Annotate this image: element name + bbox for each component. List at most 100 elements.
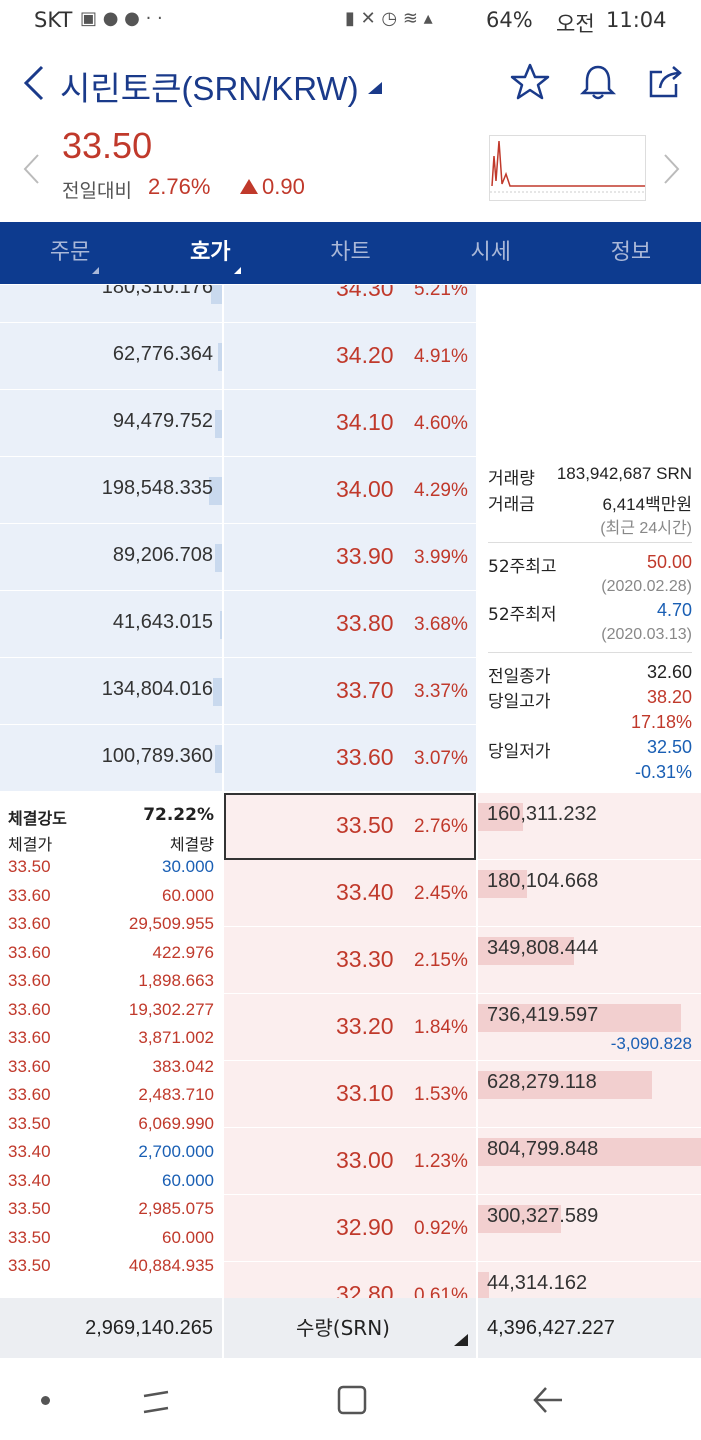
bid-price-cell[interactable]: 33.40 2.45% — [224, 860, 476, 927]
ask-volume-bar — [215, 544, 222, 572]
ask-row[interactable]: 94,479.752 34.10 4.60% — [0, 390, 476, 457]
trade-history[interactable]: 체결강도 72.22% 체결가 체결량 33.50 30.000 33.60 60.000… — [0, 795, 222, 1295]
bid-price: 32.90 — [336, 1214, 394, 1240]
divider — [476, 1298, 478, 1358]
bid-row[interactable]: 33.10 1.53% 628,279.118 — [224, 1061, 701, 1128]
mini-chart[interactable] — [489, 135, 646, 201]
ask-qty-cell[interactable]: 134,804.016 — [0, 658, 222, 725]
order-book[interactable]: 180,310.176 34.30 5.21% 62,776.364 34.20 4.91… — [0, 285, 701, 1298]
ask-price-cell[interactable]: 33.90 3.99% — [224, 524, 476, 591]
ask-price-cell[interactable]: 34.00 4.29% — [224, 457, 476, 524]
bid-price-cell[interactable]: 33.20 1.84% — [224, 994, 476, 1061]
unit-selector[interactable]: 수량(SRN) — [296, 1316, 390, 1340]
share-icon[interactable] — [646, 62, 686, 102]
ask-row[interactable]: 180,310.176 34.30 5.21% — [0, 285, 476, 323]
title-dropdown-icon[interactable] — [368, 82, 382, 94]
volume-value: 183,942,687 SRN — [556, 464, 692, 483]
ask-price-cell[interactable]: 33.60 3.07% — [224, 725, 476, 792]
ask-row[interactable]: 89,206.708 33.90 3.99% — [0, 524, 476, 591]
ask-volume-bar — [220, 611, 222, 639]
bid-row[interactable]: 33.30 2.15% 349,808.444 — [224, 927, 701, 994]
next-coin-chevron-icon[interactable] — [663, 153, 681, 185]
bid-row[interactable]: 33.20 1.84% 736,419.597 -3,090.828 — [224, 994, 701, 1061]
ask-row[interactable]: 134,804.016 33.70 3.37% — [0, 658, 476, 725]
ask-row[interactable]: 198,548.335 34.00 4.29% — [0, 457, 476, 524]
bid-qty-cell[interactable]: 736,419.597 -3,090.828 — [478, 994, 701, 1061]
bid-price-cell[interactable]: 33.10 1.53% — [224, 1061, 476, 1128]
alarm-bell-icon[interactable] — [578, 62, 618, 102]
ask-qty-cell[interactable]: 89,206.708 — [0, 524, 222, 591]
ask-qty-cell[interactable]: 41,643.015 — [0, 591, 222, 658]
bid-qty-cell[interactable]: 300,327.589 — [478, 1195, 701, 1262]
bid-price: 33.30 — [336, 946, 394, 972]
bid-price-cell[interactable]: 33.50 2.76% — [224, 793, 476, 860]
bid-price-cell[interactable]: 32.80 0.61% — [224, 1262, 476, 1298]
favorite-star-icon[interactable] — [510, 62, 550, 102]
ask-qty-cell[interactable]: 198,548.335 — [0, 457, 222, 524]
ask-percent: 3.37% — [414, 681, 468, 702]
bid-percent: 0.92% — [414, 1218, 468, 1239]
ask-percent: 3.07% — [414, 748, 468, 769]
tab-info[interactable]: 정보 — [561, 222, 701, 284]
ask-price: 34.30 — [336, 285, 394, 301]
ask-price-cell[interactable]: 34.30 5.21% — [224, 285, 476, 323]
tab-orderbook[interactable]: 호가 — [140, 222, 280, 284]
ask-price-cell[interactable]: 33.80 3.68% — [224, 591, 476, 658]
back-icon[interactable] — [532, 1384, 564, 1416]
bid-qty-cell[interactable]: 44,314.162 — [478, 1262, 701, 1298]
bid-qty-cell[interactable]: 804,799.848 — [478, 1128, 701, 1195]
tab-quotes[interactable]: 시세 — [421, 222, 561, 284]
ask-price: 33.90 — [336, 543, 394, 569]
ask-price-cell[interactable]: 34.20 4.91% — [224, 323, 476, 390]
system-nav-bar — [0, 1360, 701, 1440]
ask-row[interactable]: 100,789.360 33.60 3.07% — [0, 725, 476, 792]
ask-qty-cell[interactable]: 180,310.176 — [0, 285, 222, 323]
nav-dot-icon[interactable] — [41, 1396, 50, 1405]
trade-price: 33.50 — [8, 1256, 51, 1275]
app-header: 시린토큰(SRN/KRW) — [0, 44, 701, 122]
bid-row[interactable]: 33.50 2.76% 160,311.232 — [224, 793, 701, 860]
tab-order-caret-icon — [92, 267, 99, 274]
bid-qty-cell[interactable]: 160,311.232 — [478, 793, 701, 860]
ask-price: 33.70 — [336, 677, 394, 703]
home-icon[interactable] — [336, 1384, 368, 1416]
bid-row[interactable]: 33.00 1.23% 804,799.848 — [224, 1128, 701, 1195]
bid-qty-cell[interactable]: 349,808.444 — [478, 927, 701, 994]
daylow-value: 32.50 — [646, 737, 692, 757]
bid-price-cell[interactable]: 32.90 0.92% — [224, 1195, 476, 1262]
trade-price: 33.60 — [8, 1085, 51, 1104]
ask-row[interactable]: 62,776.364 34.20 4.91% — [0, 323, 476, 390]
bid-row[interactable]: 32.90 0.92% 300,327.589 — [224, 1195, 701, 1262]
trade-qty: 3,871.002 — [138, 1028, 214, 1047]
ask-price-cell[interactable]: 34.10 4.60% — [224, 390, 476, 457]
prev-coin-chevron-icon[interactable] — [22, 153, 40, 185]
trade-price: 33.60 — [8, 1056, 51, 1076]
bid-price: 33.20 — [336, 1013, 394, 1039]
ask-qty: 62,776.364 — [112, 343, 213, 365]
ask-volume-bar — [211, 285, 222, 304]
page-title[interactable]: 시린토큰(SRN/KRW) — [60, 70, 359, 107]
volume-label: 거래량 — [488, 469, 535, 489]
bid-row[interactable]: 33.40 2.45% 180,104.668 — [224, 860, 701, 927]
bid-qty-cell[interactable]: 180,104.668 — [478, 860, 701, 927]
back-arrow-icon[interactable] — [20, 64, 46, 102]
tab-order[interactable]: 주문 — [0, 222, 140, 284]
tab-chart[interactable]: 차트 — [280, 222, 420, 284]
ask-qty: 41,643.015 — [112, 611, 213, 633]
ask-qty-cell[interactable]: 100,789.360 — [0, 725, 222, 792]
bid-price-cell[interactable]: 33.00 1.23% — [224, 1128, 476, 1195]
ask-price-cell[interactable]: 33.70 3.37% — [224, 658, 476, 725]
ask-row[interactable]: 41,643.015 33.80 3.68% — [0, 591, 476, 658]
prev-day-label: 전일대비 — [62, 180, 132, 202]
bid-qty-cell[interactable]: 628,279.118 — [478, 1061, 701, 1128]
trade-price: 33.60 — [8, 885, 51, 905]
trade-qty: 60.000 — [162, 885, 214, 905]
bid-price: 32.80 — [336, 1281, 394, 1298]
ask-qty-cell[interactable]: 62,776.364 — [0, 323, 222, 390]
tab-orderbook-caret-icon — [234, 267, 242, 274]
bid-price-cell[interactable]: 33.30 2.15% — [224, 927, 476, 994]
bid-row[interactable]: 32.80 0.61% 44,314.162 — [224, 1262, 701, 1298]
unit-dropdown-icon[interactable] — [454, 1334, 468, 1346]
ask-qty-cell[interactable]: 94,479.752 — [0, 390, 222, 457]
recents-icon[interactable] — [140, 1384, 174, 1418]
